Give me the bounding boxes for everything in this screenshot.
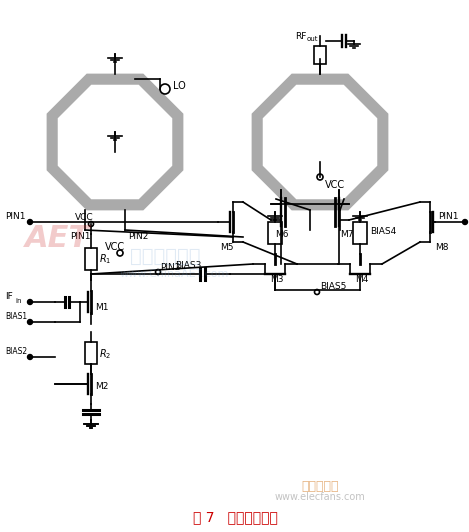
Text: M2: M2 — [95, 382, 108, 391]
Text: www.elecfans.com: www.elecfans.com — [275, 492, 365, 502]
Text: VCC: VCC — [75, 213, 94, 222]
Text: $R_2$: $R_2$ — [99, 347, 111, 361]
Text: 电子技术应用: 电子技术应用 — [130, 247, 201, 266]
Text: PIN1: PIN1 — [438, 212, 459, 221]
Bar — [268, 222, 282, 244]
Circle shape — [28, 354, 32, 360]
Text: RF: RF — [295, 32, 306, 41]
Bar — [85, 248, 97, 270]
Bar — [314, 46, 326, 64]
Text: VCC: VCC — [325, 180, 345, 190]
Text: BIAS2: BIAS2 — [5, 347, 27, 356]
Text: 电子发烧友: 电子发烧友 — [301, 480, 339, 494]
Text: M1: M1 — [95, 303, 108, 312]
Text: M7: M7 — [340, 230, 354, 239]
Text: PIN2: PIN2 — [160, 263, 181, 272]
Text: LO: LO — [173, 81, 186, 91]
Text: M5: M5 — [220, 243, 234, 252]
Text: in: in — [15, 298, 22, 304]
Text: PIN1: PIN1 — [70, 232, 91, 241]
Bar — [85, 342, 97, 364]
Text: $R_1$: $R_1$ — [99, 252, 111, 266]
Text: BIAS4: BIAS4 — [370, 227, 396, 236]
Circle shape — [462, 220, 468, 225]
Text: BIAS1: BIAS1 — [5, 312, 27, 321]
Text: BIAS3: BIAS3 — [175, 261, 201, 270]
Text: AET: AET — [25, 224, 90, 253]
Text: out: out — [307, 36, 318, 42]
Circle shape — [28, 300, 32, 304]
Text: M4: M4 — [355, 275, 368, 284]
Text: PIN2: PIN2 — [128, 232, 148, 241]
Text: www.ChinaAET.com: www.ChinaAET.com — [120, 269, 229, 279]
Bar — [353, 222, 367, 244]
Text: PIN1: PIN1 — [5, 212, 25, 221]
Text: M8: M8 — [435, 243, 448, 252]
Text: 图 7   混频器原理图: 图 7 混频器原理图 — [193, 510, 278, 524]
Text: VCC: VCC — [105, 242, 125, 252]
Circle shape — [28, 220, 32, 225]
Text: M3: M3 — [270, 275, 283, 284]
Circle shape — [28, 320, 32, 325]
Text: BIAS5: BIAS5 — [320, 282, 347, 291]
Text: IF: IF — [5, 292, 13, 301]
Text: M6: M6 — [275, 230, 288, 239]
